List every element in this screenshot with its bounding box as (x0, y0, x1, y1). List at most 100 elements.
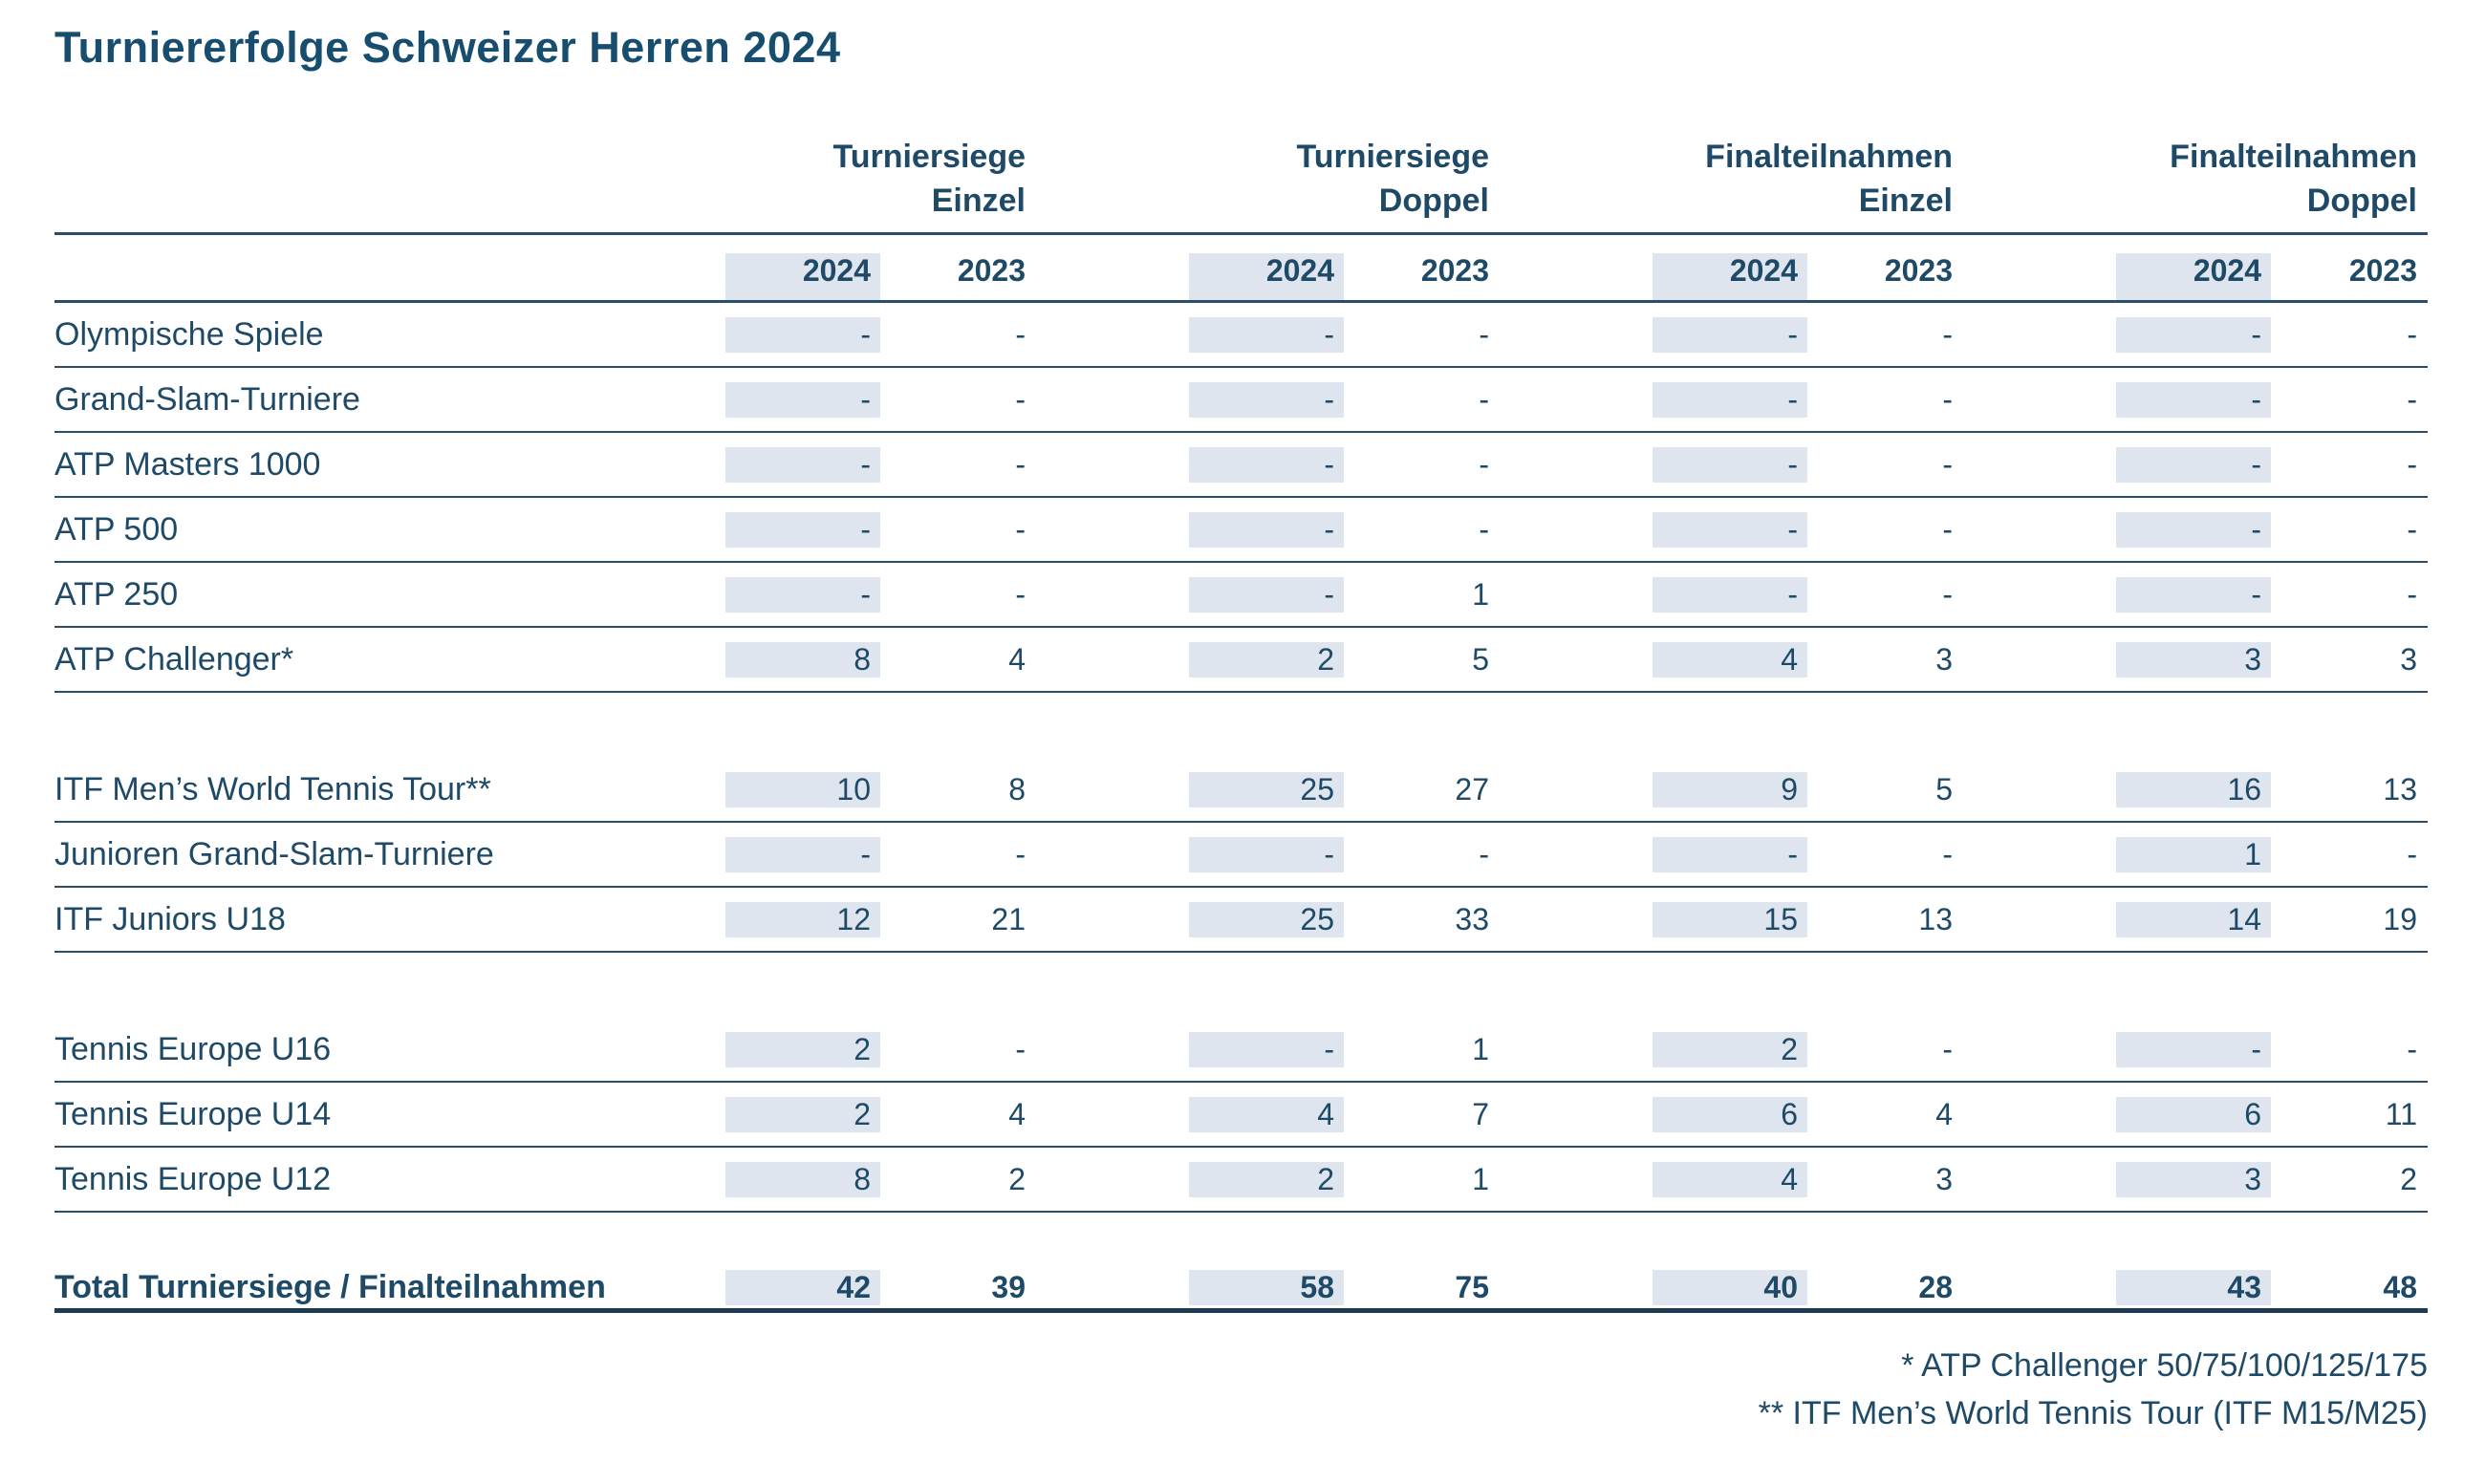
value-cell-2024: - (1189, 1031, 1344, 1067)
value-cell-2024: 10 (725, 771, 880, 807)
value-cell-2023: - (1015, 316, 1026, 352)
row-label: Olympische Spiele (54, 315, 324, 353)
value-cell-2024: 8 (725, 1161, 880, 1197)
value-cell-2024: - (1653, 511, 1807, 548)
row-label: Junioren Grand-Slam-Turniere (54, 835, 494, 872)
value-cell-2023: 1 (1472, 1031, 1489, 1066)
value-cell-2023: 21 (991, 901, 1026, 936)
table-row: ATP 500 - - - - - - - - (54, 498, 2428, 563)
value-cell-2024: - (725, 836, 880, 872)
group-header-line1: Finalteilnahmen (1705, 139, 1953, 175)
value-cell-2024: - (1189, 576, 1344, 613)
group-header-line2: Doppel (2306, 183, 2417, 219)
footnote-itf-tour: ** ITF Men’s World Tennis Tour (ITF M15/… (1758, 1395, 2428, 1431)
value-cell-2023: - (2407, 836, 2417, 871)
value-cell-2024: 6 (2116, 1096, 2271, 1132)
row-label: Grand-Slam-Turniere (54, 380, 360, 418)
value-cell-2024: - (725, 316, 880, 353)
value-cell-2024: 14 (2116, 901, 2271, 937)
value-cell-2023: - (1479, 836, 1489, 871)
row-label: ATP Masters 1000 (54, 445, 321, 483)
value-cell-2023: - (2407, 381, 2417, 417)
value-cell-2024: 12 (725, 901, 880, 937)
value-cell-2024: 40 (1653, 1269, 1807, 1305)
value-cell-2023: - (1942, 576, 1953, 612)
value-cell-2023: - (1015, 836, 1026, 871)
row-label: Tennis Europe U12 (54, 1160, 332, 1197)
value-cell-2024: 15 (1653, 901, 1807, 937)
value-cell-2023: 4 (1008, 641, 1026, 677)
value-cell-2024: - (725, 446, 880, 483)
value-cell-2023: - (1479, 316, 1489, 352)
spacer-row (54, 953, 2428, 1018)
value-cell-2024: 3 (2116, 1161, 2271, 1197)
table-row: ITF Juniors U18 12 21 25 33 15 13 14 19 (54, 888, 2428, 953)
value-cell-2024: - (1653, 381, 1807, 418)
year-header-cell: 2024 (725, 253, 880, 300)
value-cell-2024: 2 (1189, 1161, 1344, 1197)
group-header-line1: Turniersiege (832, 139, 1026, 175)
value-cell-2024: 4 (1189, 1096, 1344, 1132)
value-cell-2023: - (1942, 511, 1953, 547)
value-cell-2023: 11 (2385, 1096, 2417, 1131)
value-cell-2024: - (1653, 836, 1807, 872)
row-label: Total Turniersiege / Finalteilnahmen (54, 1268, 606, 1305)
value-cell-2024: - (1653, 446, 1807, 483)
row-label: Tennis Europe U16 (54, 1030, 332, 1067)
row-label: Tennis Europe U14 (54, 1095, 332, 1132)
value-cell-2023: 1 (1472, 576, 1489, 612)
value-cell-2024: - (1189, 446, 1344, 483)
value-cell-2023: 28 (1918, 1269, 1953, 1304)
value-cell-2023: - (2407, 316, 2417, 352)
results-table: Turniersiege Einzel Turniersiege Doppel … (54, 124, 2428, 1313)
group-header-line2: Einzel (1858, 183, 1953, 219)
value-cell-2023: - (1015, 381, 1026, 417)
value-cell-2024: - (725, 381, 880, 418)
table-row: ATP 250 - - - 1 - - - - (54, 563, 2428, 628)
group-header-line2: Doppel (1378, 183, 1489, 219)
group-header-line1: Turniersiege (1296, 139, 1489, 175)
value-cell-2023: 2 (2400, 1161, 2417, 1196)
value-cell-2024: - (2116, 381, 2271, 418)
value-cell-2023: 75 (1455, 1269, 1489, 1304)
value-cell-2023: 2 (1008, 1161, 1026, 1196)
value-cell-2024: - (1653, 576, 1807, 613)
value-cell-2023: 5 (1472, 641, 1489, 677)
spacer-row (54, 1213, 2428, 1266)
value-cell-2023: - (2407, 1031, 2417, 1066)
year-header-cell: 2024 (1653, 253, 1807, 300)
value-cell-2024: - (1653, 316, 1807, 353)
footnote-atp-challenger: * ATP Challenger 50/75/100/125/175 (1901, 1347, 2428, 1384)
value-cell-2024: 1 (2116, 836, 2271, 872)
value-cell-2023: - (2407, 446, 2417, 482)
value-cell-2023: - (1479, 446, 1489, 482)
row-label: ITF Juniors U18 (54, 900, 286, 937)
page-title: Turniererfolge Schweizer Herren 2024 (54, 23, 841, 72)
value-cell-2024: 25 (1189, 771, 1344, 807)
value-cell-2024: 2 (725, 1031, 880, 1067)
value-cell-2024: 42 (725, 1269, 880, 1305)
value-cell-2023: 4 (1935, 1096, 1953, 1131)
value-cell-2024: - (1189, 836, 1344, 872)
value-cell-2023: - (1942, 836, 1953, 871)
value-cell-2023: 1 (1472, 1161, 1489, 1196)
value-cell-2023: 3 (1935, 641, 1953, 677)
value-cell-2023: - (1479, 511, 1489, 547)
table-row: Junioren Grand-Slam-Turniere - - - - - - 1 - (54, 823, 2428, 888)
year-header-cell: 2023 (1420, 253, 1489, 288)
value-cell-2023: 27 (1455, 771, 1489, 807)
group-header-turniersiege-doppel: Turniersiege Doppel (1189, 135, 1499, 223)
table-row: Tennis Europe U12 8 2 2 1 4 3 3 2 (54, 1148, 2428, 1213)
value-cell-2023: 13 (2383, 771, 2417, 807)
table-row: Olympische Spiele - - - - - - - - (54, 303, 2428, 368)
row-label: ATP 250 (54, 575, 179, 613)
value-cell-2024: 4 (1653, 1161, 1807, 1197)
value-cell-2024: 4 (1653, 641, 1807, 677)
value-cell-2024: 6 (1653, 1096, 1807, 1132)
spacer-row (54, 693, 2428, 758)
table-row: ATP Masters 1000 - - - - - - - - (54, 433, 2428, 498)
year-header-cell: 2023 (957, 253, 1026, 288)
value-cell-2023: 39 (991, 1269, 1026, 1304)
value-cell-2024: - (2116, 576, 2271, 613)
value-cell-2024: - (2116, 1031, 2271, 1067)
